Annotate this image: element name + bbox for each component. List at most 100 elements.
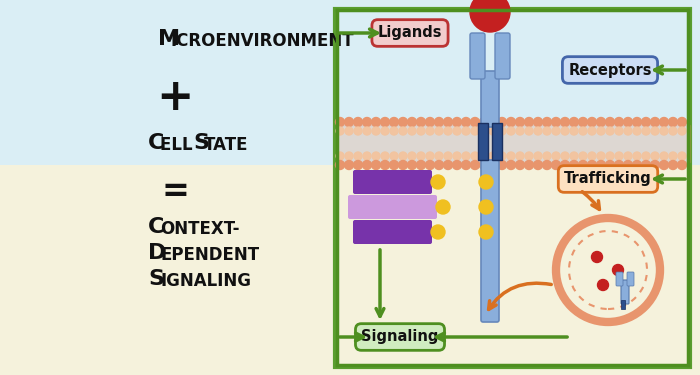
Circle shape — [407, 117, 416, 126]
Circle shape — [436, 200, 450, 214]
Circle shape — [489, 127, 497, 135]
Circle shape — [597, 152, 605, 160]
Circle shape — [390, 127, 398, 135]
Circle shape — [398, 117, 407, 126]
Circle shape — [606, 117, 615, 126]
Text: C: C — [148, 133, 164, 153]
Circle shape — [453, 152, 461, 160]
Circle shape — [596, 117, 606, 126]
Circle shape — [552, 160, 561, 170]
Circle shape — [435, 117, 444, 126]
Circle shape — [407, 160, 416, 170]
Text: Receptors: Receptors — [568, 63, 652, 78]
Circle shape — [507, 117, 515, 126]
Circle shape — [498, 117, 507, 126]
Circle shape — [542, 117, 552, 126]
Circle shape — [552, 152, 560, 160]
Circle shape — [525, 152, 533, 160]
Circle shape — [660, 127, 668, 135]
Circle shape — [650, 117, 659, 126]
Circle shape — [678, 160, 687, 170]
Circle shape — [570, 117, 578, 126]
Circle shape — [587, 117, 596, 126]
Circle shape — [668, 160, 678, 170]
Circle shape — [335, 117, 344, 126]
Circle shape — [642, 152, 650, 160]
Text: TATE: TATE — [204, 136, 248, 154]
Text: D: D — [148, 243, 167, 263]
Circle shape — [489, 160, 498, 170]
FancyBboxPatch shape — [627, 272, 634, 286]
Circle shape — [515, 117, 524, 126]
Circle shape — [399, 152, 407, 160]
Circle shape — [533, 117, 542, 126]
Circle shape — [561, 160, 570, 170]
Bar — [337, 125, 690, 162]
Circle shape — [461, 160, 470, 170]
Circle shape — [498, 127, 506, 135]
Circle shape — [479, 225, 493, 239]
Circle shape — [678, 152, 686, 160]
Circle shape — [462, 152, 470, 160]
Circle shape — [336, 152, 344, 160]
Circle shape — [552, 127, 560, 135]
Circle shape — [431, 175, 445, 189]
Circle shape — [480, 152, 488, 160]
Circle shape — [587, 160, 596, 170]
Circle shape — [588, 152, 596, 160]
Circle shape — [335, 160, 344, 170]
Circle shape — [659, 117, 668, 126]
Circle shape — [678, 117, 687, 126]
Circle shape — [489, 117, 498, 126]
Circle shape — [624, 160, 633, 170]
Circle shape — [480, 127, 488, 135]
Circle shape — [668, 117, 678, 126]
Circle shape — [498, 152, 506, 160]
Circle shape — [561, 152, 569, 160]
Circle shape — [381, 152, 389, 160]
Circle shape — [641, 160, 650, 170]
Bar — [478, 123, 488, 160]
Circle shape — [408, 127, 416, 135]
Circle shape — [345, 127, 353, 135]
Circle shape — [372, 152, 380, 160]
Circle shape — [579, 152, 587, 160]
Text: =: = — [161, 176, 189, 208]
Circle shape — [354, 117, 363, 126]
Circle shape — [444, 152, 452, 160]
Circle shape — [525, 127, 533, 135]
Circle shape — [381, 127, 389, 135]
Circle shape — [597, 127, 605, 135]
Circle shape — [389, 117, 398, 126]
Circle shape — [651, 127, 659, 135]
Circle shape — [444, 117, 452, 126]
Circle shape — [524, 160, 533, 170]
Circle shape — [578, 117, 587, 126]
Circle shape — [363, 117, 372, 126]
Circle shape — [678, 127, 686, 135]
Circle shape — [416, 160, 426, 170]
Circle shape — [579, 127, 587, 135]
FancyBboxPatch shape — [481, 71, 499, 127]
Circle shape — [659, 160, 668, 170]
Circle shape — [570, 152, 578, 160]
Text: C: C — [148, 217, 164, 237]
Circle shape — [452, 117, 461, 126]
Text: M: M — [158, 29, 180, 49]
Circle shape — [596, 160, 606, 170]
Bar — [621, 300, 625, 309]
Circle shape — [426, 160, 435, 170]
FancyBboxPatch shape — [353, 170, 432, 194]
Text: IGNALING: IGNALING — [160, 272, 251, 290]
Circle shape — [431, 225, 445, 239]
Circle shape — [507, 160, 515, 170]
Circle shape — [408, 152, 416, 160]
Circle shape — [372, 117, 381, 126]
Text: ELL: ELL — [160, 136, 198, 154]
Circle shape — [578, 160, 587, 170]
Circle shape — [570, 127, 578, 135]
Circle shape — [615, 117, 624, 126]
Circle shape — [479, 175, 493, 189]
Circle shape — [345, 152, 353, 160]
Circle shape — [426, 117, 435, 126]
